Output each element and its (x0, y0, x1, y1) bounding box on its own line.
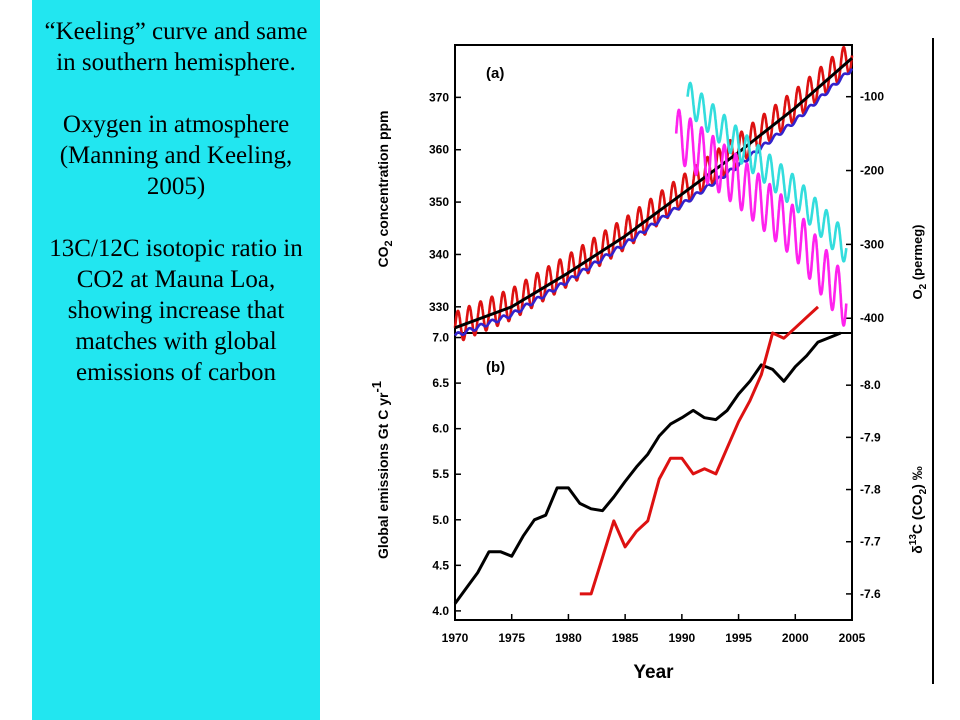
y2-tick-label: -200 (860, 164, 884, 178)
y-tick-label: 4.5 (432, 558, 449, 572)
axis-ticks: 330 340 350 360 370 -100 -200 -300 -400 4.0 4.5 5.0… (429, 90, 884, 645)
o2_a-series-line (674, 108, 848, 327)
o2_b-series-line (686, 81, 848, 263)
x-tick-label: 1990 (669, 631, 696, 645)
emissions-superscript: -1 (369, 381, 384, 393)
caption-oxygen: Oxygen in atmosphere (Manning and Keelin… (59, 111, 293, 200)
x-axis-title: Year (633, 662, 674, 683)
d13c-c: C (CO (909, 494, 925, 534)
y-tick-label: 360 (429, 143, 449, 157)
d13c-superscript: 13 (908, 534, 919, 546)
x-tick-label: 1970 (442, 631, 469, 645)
emissions-series-line (453, 331, 842, 605)
series-lines (453, 45, 854, 605)
panel-b-label: (b) (486, 359, 505, 376)
y2-tick-label: -300 (860, 237, 884, 251)
co2_south-series-line (453, 67, 854, 337)
y2-tick-label: -400 (860, 311, 884, 325)
co2-axis-rest: concentration ppm (375, 110, 391, 240)
y2-tick-label: -7.9 (860, 430, 881, 444)
y2-tick-label: -7.7 (860, 535, 881, 549)
o2-axis-rest: (permeg) (910, 225, 925, 284)
panel-a-label: (a) (486, 65, 504, 82)
y-tick-label: 350 (429, 195, 449, 209)
y-tick-label: 5.5 (432, 467, 449, 481)
emissions-axis-title: Global emissions Gt C yr-1 (369, 381, 391, 559)
right-border-line (932, 38, 934, 684)
caption-text: “Keeling” curve and same in southern hem… (32, 16, 320, 388)
caption-panel: “Keeling” curve and same in southern hem… (32, 0, 320, 720)
y-tick-label: 370 (429, 90, 449, 104)
d13c-axis-title: δ13C (CO2) ‰ (908, 466, 929, 553)
x-tick-label: 2000 (782, 631, 809, 645)
x-tick-label: 1995 (725, 631, 752, 645)
y-tick-label: 7.0 (432, 331, 449, 345)
figure-svg: (a) (b) 330 340 350 360 370 -100 -200 -300 -400 4… (369, 44, 929, 683)
y-tick-label: 330 (429, 300, 449, 314)
x-tick-label: 1980 (555, 631, 582, 645)
panel-b-frame (454, 332, 853, 621)
y-tick-label: 5.0 (432, 513, 449, 527)
o2-subscript: 2 (918, 283, 929, 289)
co2_north-series-line (453, 45, 854, 342)
y2-tick-label: -8.0 (860, 378, 881, 392)
d13c-subscript: 2 (918, 488, 929, 494)
x-tick-label: 1985 (612, 631, 639, 645)
y2-tick-label: -7.8 (860, 483, 881, 497)
y-tick-label: 340 (429, 247, 449, 261)
caption-keeling: “Keeling” curve and same in southern hem… (44, 18, 308, 76)
d13c-permil: ) ‰ (909, 466, 925, 489)
x-tick-label: 2005 (839, 631, 866, 645)
x-tick-label: 1975 (498, 631, 525, 645)
figure: (a) (b) 330 340 350 360 370 -100 -200 -300 -400 4… (340, 0, 930, 705)
co2_fit-series-line (454, 56, 853, 330)
y-tick-label: 4.0 (432, 604, 449, 618)
co2-subscript: 2 (383, 240, 395, 246)
caption-isotope: 13C/12C isotopic ratio in CO2 at Mauna L… (49, 235, 303, 386)
y-tick-label: 6.5 (432, 376, 449, 390)
o2-axis-title: O2 (permeg) (910, 225, 929, 300)
y2-tick-label: -100 (860, 90, 884, 104)
y-tick-label: 6.0 (432, 422, 449, 436)
y2-tick-label: -7.6 (860, 587, 881, 601)
co2-axis-title: CO2 concentration ppm (375, 110, 395, 267)
d13c-series-line (579, 305, 820, 596)
